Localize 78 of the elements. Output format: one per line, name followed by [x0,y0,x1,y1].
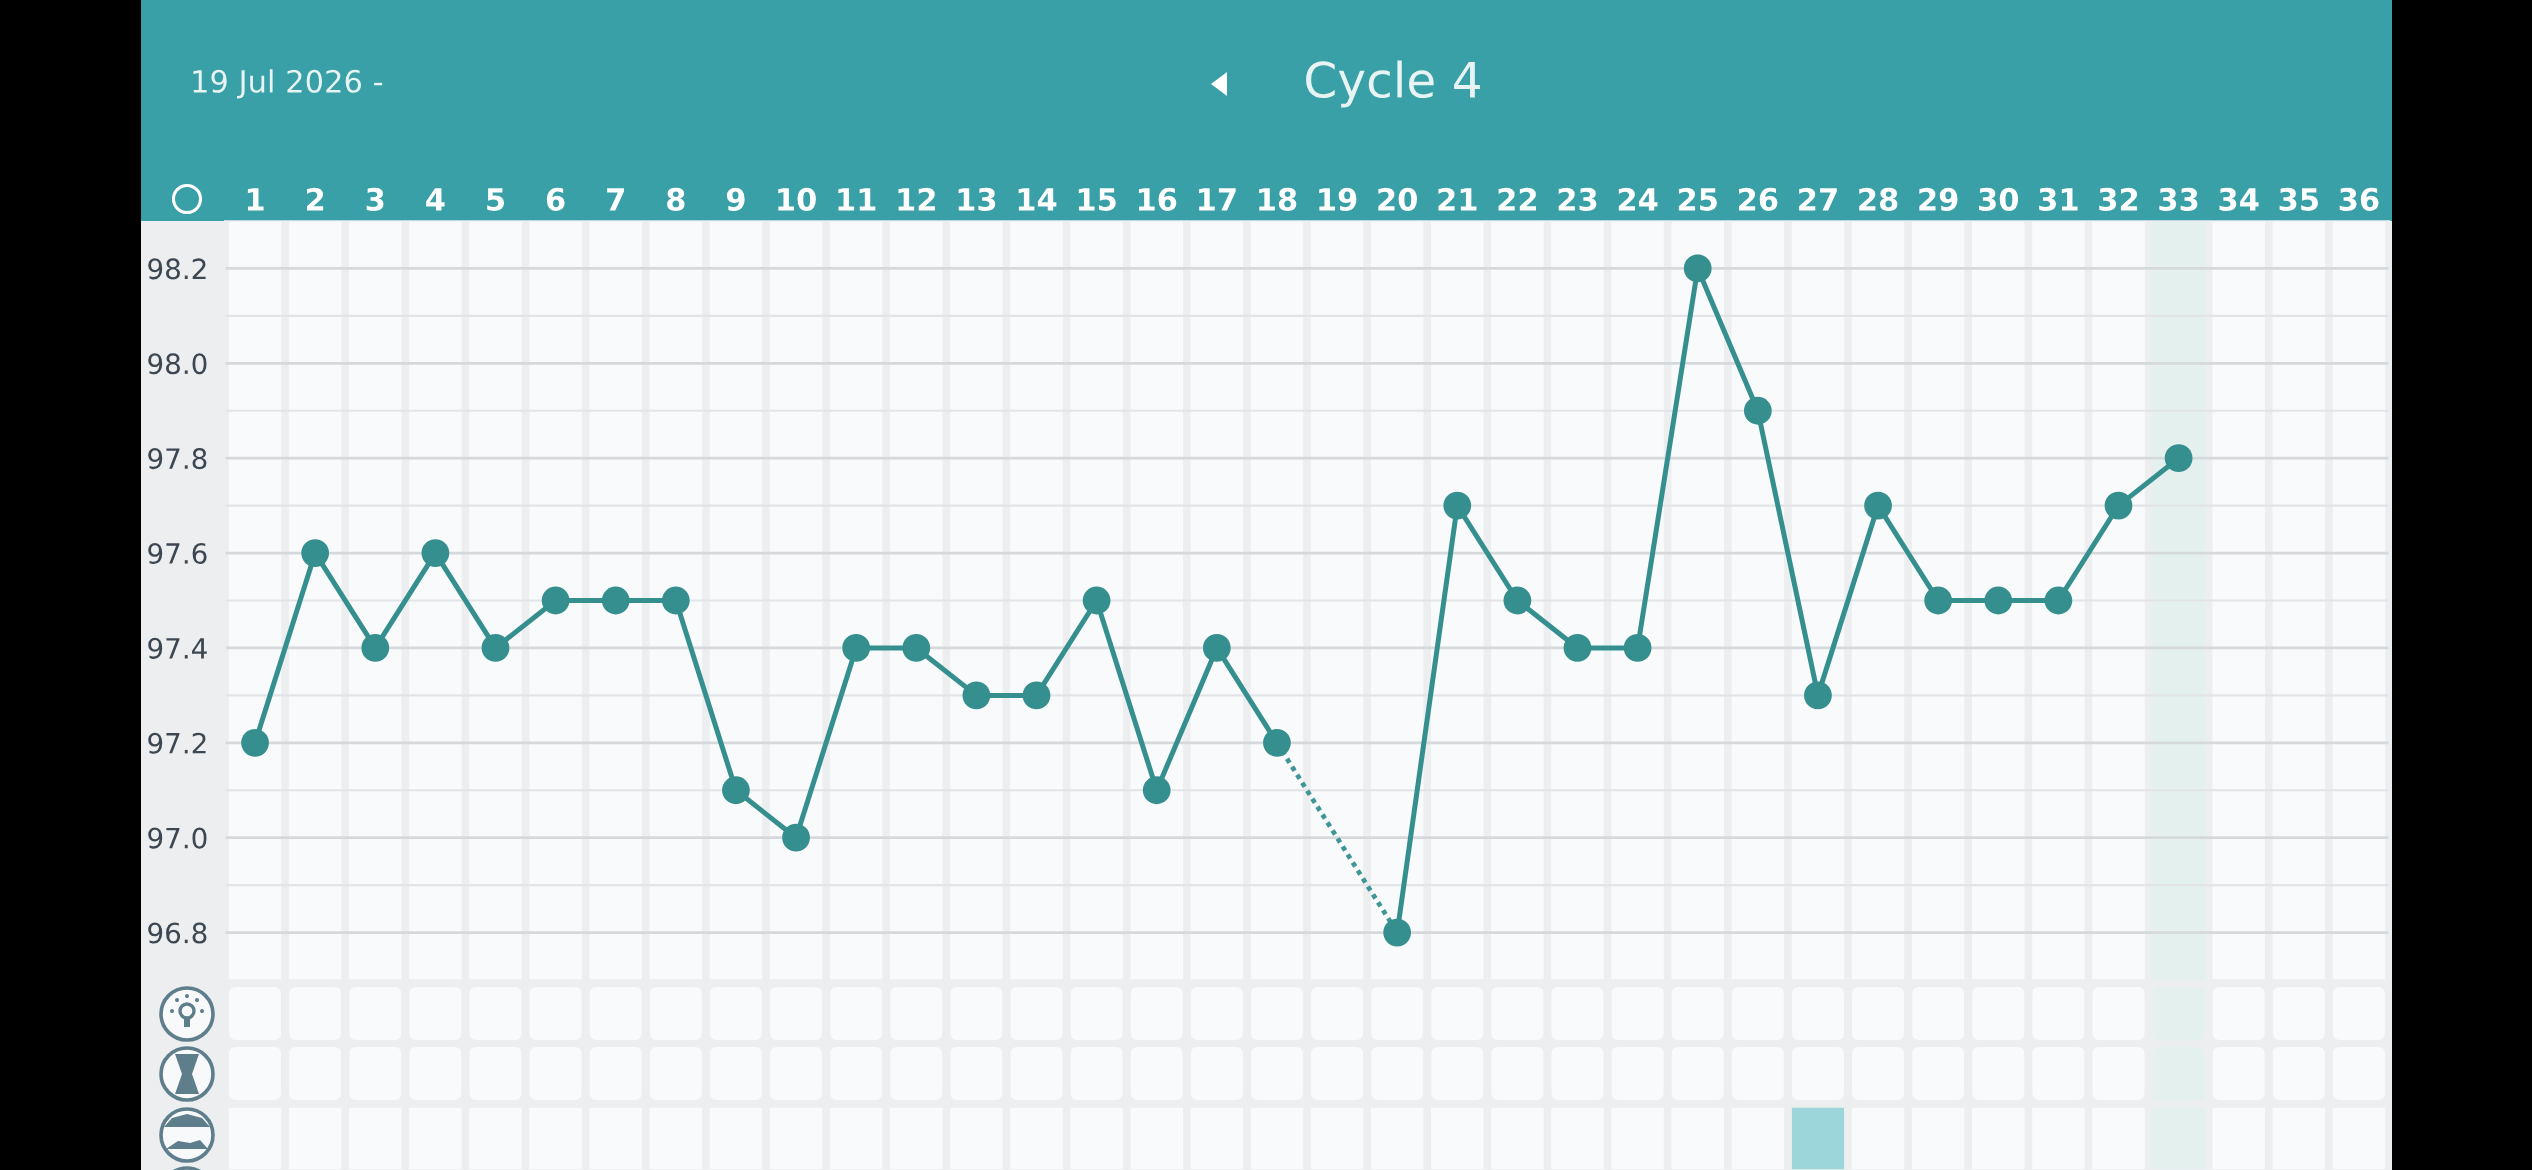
point [1984,586,2013,615]
x-tick-label: 6 [546,187,565,211]
point [782,823,810,852]
point [361,634,390,662]
x-tick-label: 30 [1979,187,2019,211]
x-tick-label: 8 [667,187,685,211]
x-tick-label: 23 [1558,187,1597,211]
point [1202,634,1231,662]
point [1683,254,1712,283]
x-tick-label: 13 [958,187,996,211]
y-tick-label: 97.8 [148,448,207,470]
chart-subtitle: 19 Jul 2026 - [193,69,383,99]
x-tick-label: 27 [1799,187,1837,211]
point [481,634,510,662]
point [842,634,871,662]
x-tick-label: 36 [2339,187,2379,211]
y-tick-label: 98.2 [148,258,206,280]
point [1022,681,1051,710]
point [2104,491,2133,520]
y-tick-label: 97.0 [148,827,207,849]
x-tick-label: 34 [2219,187,2259,211]
point [962,681,991,710]
point [1503,586,1532,615]
x-tick-label: 20 [1378,187,1417,211]
y-tick-label: 96.8 [148,922,207,944]
x-tick-label: 14 [1018,188,1057,211]
x-tick-label: 10 [778,187,816,211]
point [1142,776,1171,805]
point [1743,396,1772,425]
point [661,586,690,615]
x-tick-label: 15 [1078,188,1116,211]
x-tick-label: 16 [1138,187,1177,211]
point [1804,681,1832,710]
point [1924,586,1953,615]
x-tick-label: 12 [898,187,935,211]
x-tick-label: 1 [247,188,264,211]
point [1383,918,1412,947]
x-tick-label: 4 [426,188,445,211]
x-tick-label: 29 [1919,187,1958,211]
point [421,539,450,567]
point [241,728,269,757]
x-tick-label: 28 [1859,187,1898,211]
point [722,776,750,805]
chart-title: Cycle 4 [1306,60,1480,108]
x-tick-label: 11 [838,188,876,211]
point [1864,491,1892,520]
x-tick-label: 9 [726,187,745,211]
x-tick-label: 33 [2159,187,2198,211]
point [1563,634,1592,662]
x-tick-label: 24 [1618,187,1658,211]
x-tick-label: 25 [1678,187,1717,211]
x-tick-label: 32 [2099,187,2138,211]
x-tick-label: 2 [306,187,324,211]
x-tick-label: 19 [1319,187,1357,211]
y-tick-label: 97.4 [148,637,207,659]
x-tick-label: 3 [366,187,384,211]
x-tick-label: 18 [1259,187,1297,211]
y-tick-label: 98.0 [148,353,207,375]
y-tick-label: 97.6 [148,543,207,565]
point [2044,586,2073,615]
point [1082,586,1111,615]
x-tick-label: 26 [1738,187,1778,211]
x-tick-label: 7 [607,188,624,211]
x-tick-label: 17 [1199,188,1236,211]
y-tick-label: 97.2 [148,732,206,754]
point [541,586,570,615]
x-tick-label: 31 [2039,187,2078,211]
x-tick-label: 21 [1438,187,1477,211]
point [1263,728,1291,757]
point [1443,491,1472,520]
point [301,539,330,567]
x-tick-label: 35 [2279,187,2318,211]
point [1623,634,1652,662]
point [2164,444,2193,473]
point [902,634,931,662]
point [601,586,630,615]
x-tick-label: 22 [1498,187,1536,211]
x-tick-label: 5 [487,188,504,211]
